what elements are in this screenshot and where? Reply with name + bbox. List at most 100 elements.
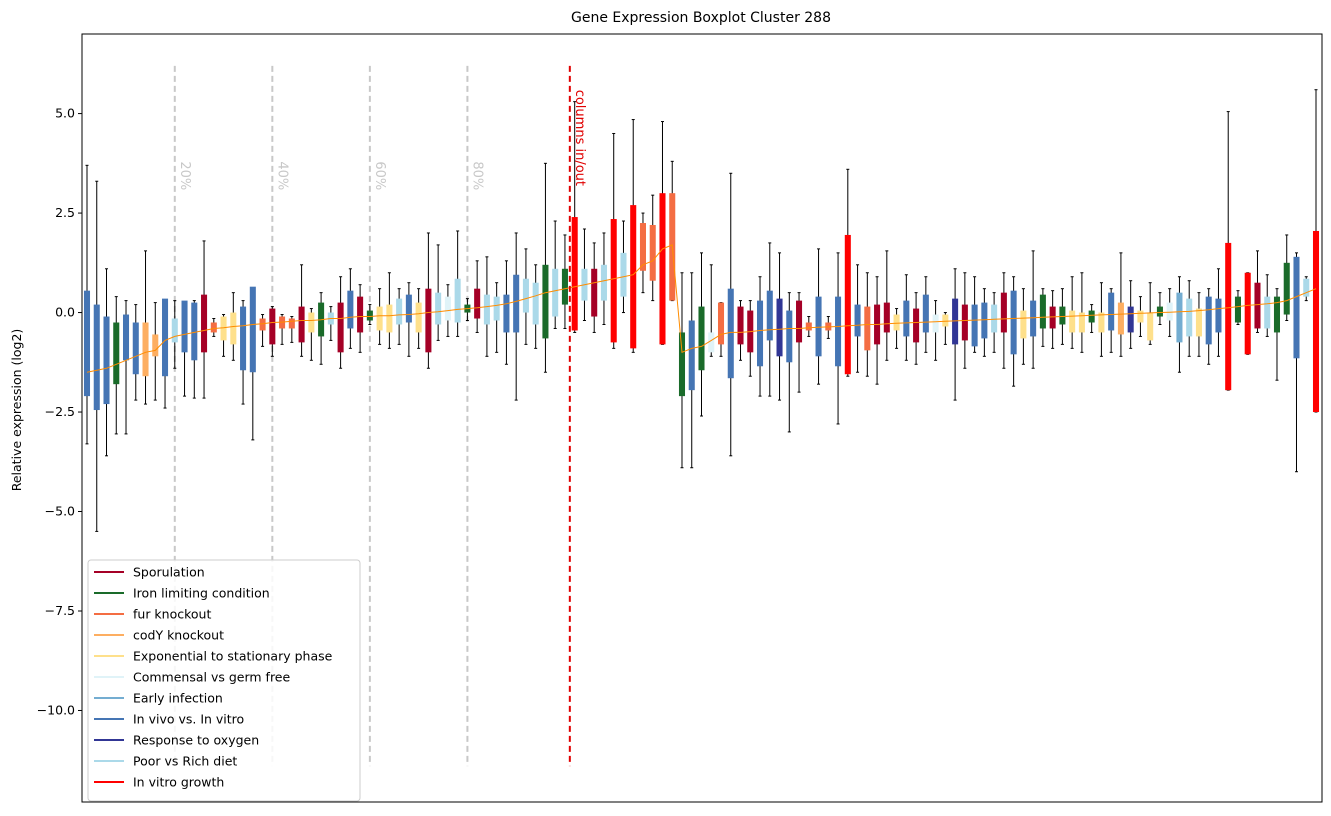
- box: [903, 300, 910, 337]
- box: [727, 288, 734, 379]
- box: [991, 304, 998, 333]
- box: [83, 290, 91, 397]
- box: [113, 322, 120, 385]
- box: [376, 306, 383, 331]
- box: [259, 318, 266, 331]
- legend-label: Commensal vs germ free: [133, 670, 290, 685]
- box: [893, 314, 900, 331]
- chart-title: Gene Expression Boxplot Cluster 288: [571, 10, 831, 26]
- box: [942, 314, 949, 327]
- box: [913, 308, 920, 343]
- box: [1303, 278, 1310, 297]
- box: [503, 294, 510, 333]
- box: [805, 322, 812, 331]
- box: [162, 298, 169, 377]
- box: [620, 252, 627, 297]
- box: [552, 268, 559, 317]
- box: [1030, 300, 1037, 337]
- box: [932, 314, 939, 333]
- box: [1205, 296, 1212, 345]
- box: [405, 294, 412, 323]
- box: [269, 308, 276, 345]
- y-tick-label: 0.0: [55, 305, 75, 320]
- box: [1166, 302, 1173, 321]
- split-label: columns in/out: [572, 90, 587, 186]
- box: [532, 282, 539, 325]
- box: [835, 296, 842, 367]
- box: [396, 298, 403, 325]
- box: [630, 205, 637, 349]
- box: [1039, 294, 1046, 329]
- box: [1195, 308, 1202, 337]
- legend-label: Exponential to stationary phase: [133, 649, 333, 664]
- y-tick-label: 5.0: [55, 106, 75, 121]
- box: [288, 318, 295, 329]
- box: [678, 332, 686, 397]
- legend: Sporulation Iron limiting condition fur kn…: [87, 559, 361, 802]
- box: [1264, 296, 1271, 329]
- box: [786, 310, 793, 363]
- plot-frame: [81, 33, 1323, 803]
- legend-label: codY knockout: [133, 628, 224, 643]
- box: [513, 274, 520, 333]
- box: [1117, 302, 1124, 335]
- y-tick-label: −2.5: [45, 404, 75, 419]
- box: [493, 296, 500, 321]
- legend-label: Early infection: [133, 691, 223, 706]
- box: [191, 302, 198, 361]
- box: [425, 288, 432, 353]
- box: [1127, 306, 1134, 333]
- box: [698, 306, 705, 371]
- box: [366, 310, 373, 321]
- box: [1049, 306, 1056, 329]
- box: [103, 316, 110, 405]
- box: [571, 217, 578, 331]
- y-axis-label: Relative expression (log2): [9, 329, 24, 492]
- box: [474, 288, 481, 319]
- box: [708, 332, 715, 353]
- box: [435, 292, 442, 325]
- y-tick-label: −5.0: [45, 504, 75, 519]
- box: [1273, 296, 1281, 333]
- box: [639, 223, 646, 271]
- y-tick-label: 2.5: [55, 205, 75, 220]
- box: [757, 300, 764, 367]
- plot-layer: 5.0 2.5 0.0 −2.5 −5.0 −7.5 −10.0 20% 40% 60% 80% co…: [37, 65, 1320, 767]
- box: [298, 306, 305, 343]
- box: [220, 316, 227, 341]
- box: [766, 290, 773, 341]
- legend-label: In vitro growth: [133, 775, 224, 790]
- box: [249, 286, 256, 373]
- box: [122, 314, 130, 361]
- legend-label: Poor vs Rich diet: [133, 754, 237, 769]
- box: [1225, 242, 1232, 391]
- box: [201, 294, 208, 353]
- box: [952, 298, 959, 345]
- box: [600, 264, 607, 301]
- box: [347, 290, 354, 329]
- box: [776, 298, 783, 357]
- y-tick-label: −7.5: [45, 603, 75, 618]
- box: [737, 306, 744, 345]
- box: [981, 302, 988, 339]
- box: [1147, 312, 1154, 341]
- legend-label: Sporulation: [133, 565, 205, 580]
- box: [1283, 262, 1290, 315]
- box: [542, 264, 549, 339]
- box: [1215, 298, 1222, 333]
- legend-label: Response to oxygen: [133, 733, 259, 748]
- box: [308, 312, 315, 333]
- box: [1312, 230, 1320, 413]
- percentile-label: 80%: [469, 161, 484, 190]
- box: [1244, 272, 1251, 355]
- legend-label: fur knockout: [133, 607, 211, 622]
- box: [444, 296, 451, 321]
- box: [132, 322, 139, 375]
- box: [240, 306, 247, 371]
- box: [1088, 310, 1095, 323]
- legend-label: In vivo vs. In vitro: [133, 712, 244, 727]
- y-tick-label: −10.0: [37, 702, 75, 717]
- box: [1098, 312, 1105, 333]
- median-trend: [86, 244, 1317, 373]
- legend-label: Iron limiting condition: [133, 586, 270, 601]
